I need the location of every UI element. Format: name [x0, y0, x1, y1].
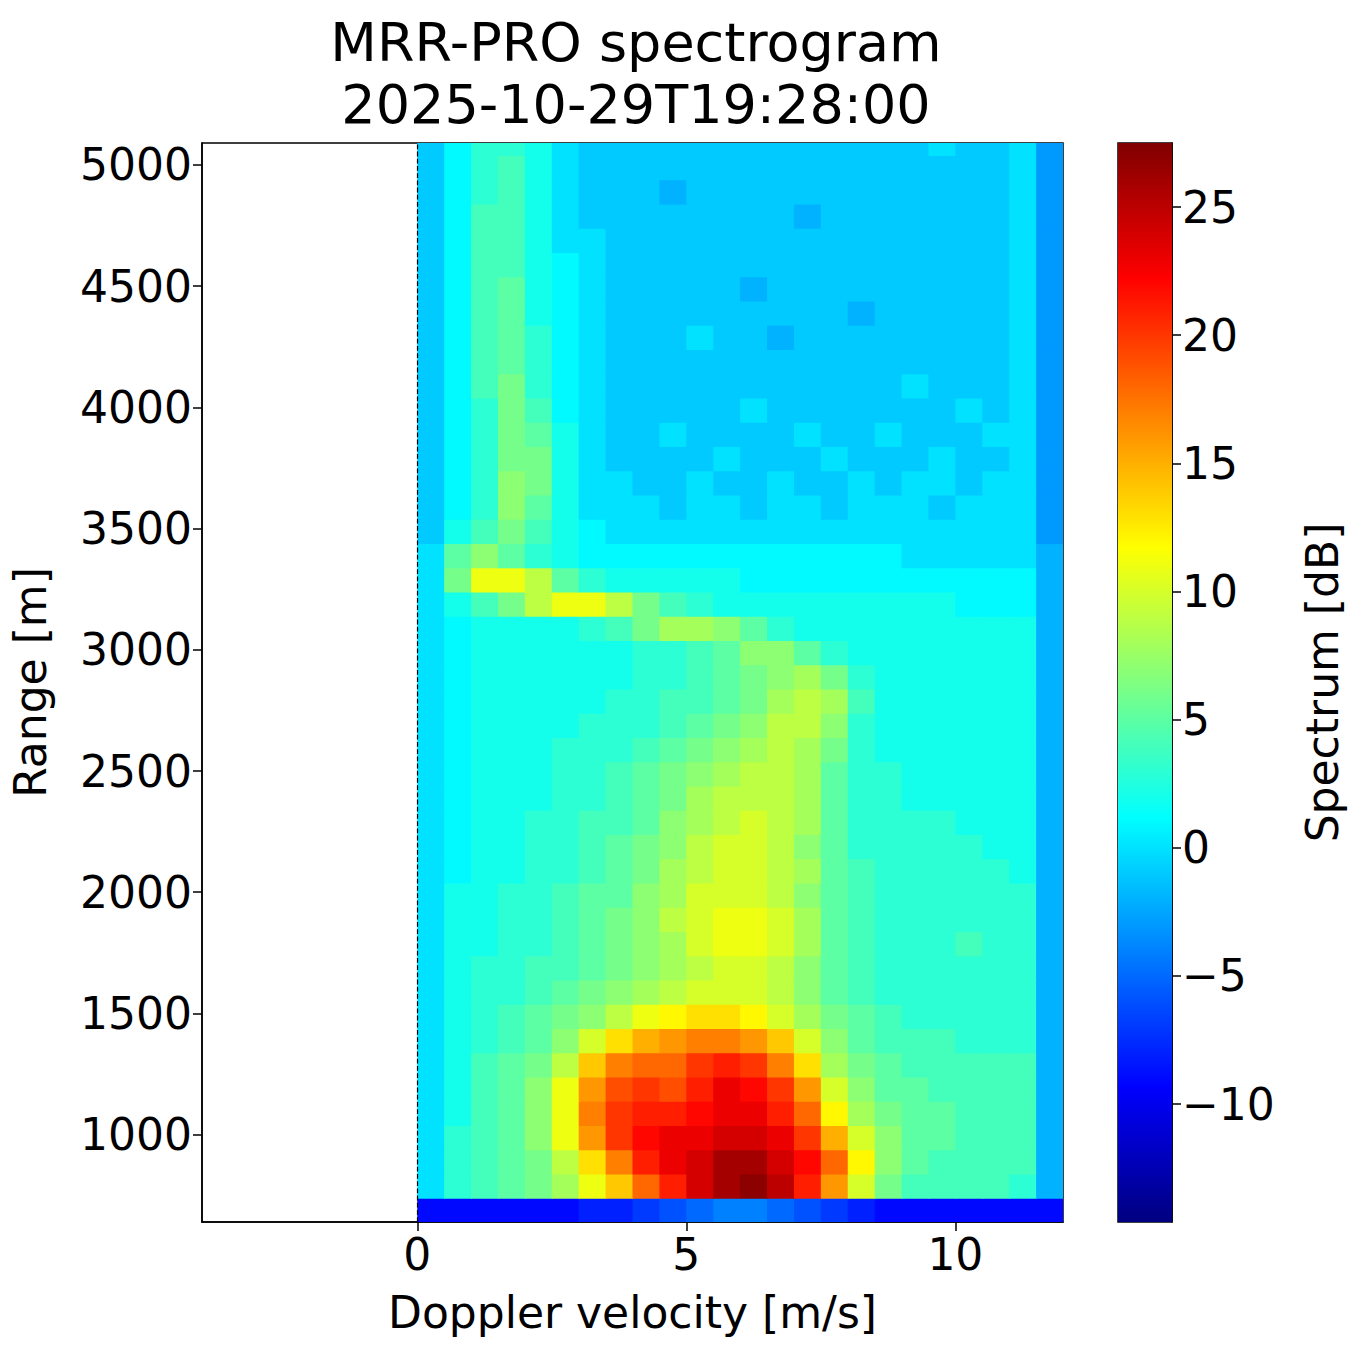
- svg-text:2025-10-29T19:28:00: 2025-10-29T19:28:00: [341, 73, 930, 136]
- svg-text:−5: −5: [1182, 950, 1247, 1001]
- svg-text:15: 15: [1182, 438, 1238, 489]
- svg-text:Range [m]: Range [m]: [5, 567, 56, 798]
- svg-text:20: 20: [1182, 310, 1238, 361]
- svg-text:2000: 2000: [80, 867, 192, 918]
- svg-text:4000: 4000: [80, 382, 192, 433]
- svg-text:4500: 4500: [80, 261, 192, 312]
- svg-text:0: 0: [1182, 822, 1210, 873]
- svg-text:Doppler velocity [m/s]: Doppler velocity [m/s]: [388, 1287, 877, 1338]
- svg-text:3000: 3000: [80, 624, 192, 675]
- svg-text:10: 10: [927, 1229, 983, 1280]
- svg-text:MRR-PRO spectrogram: MRR-PRO spectrogram: [330, 11, 941, 74]
- svg-text:5: 5: [672, 1229, 700, 1280]
- svg-text:5000: 5000: [80, 139, 192, 190]
- svg-text:10: 10: [1182, 566, 1238, 617]
- svg-text:3500: 3500: [80, 503, 192, 554]
- svg-text:2500: 2500: [80, 746, 192, 797]
- svg-text:25: 25: [1182, 182, 1238, 233]
- svg-text:1000: 1000: [80, 1109, 192, 1160]
- svg-text:1500: 1500: [80, 988, 192, 1039]
- svg-text:0: 0: [403, 1229, 431, 1280]
- svg-text:−10: −10: [1182, 1079, 1275, 1130]
- svg-text:Spectrum [dB]: Spectrum [dB]: [1297, 523, 1348, 843]
- svg-text:5: 5: [1182, 694, 1210, 745]
